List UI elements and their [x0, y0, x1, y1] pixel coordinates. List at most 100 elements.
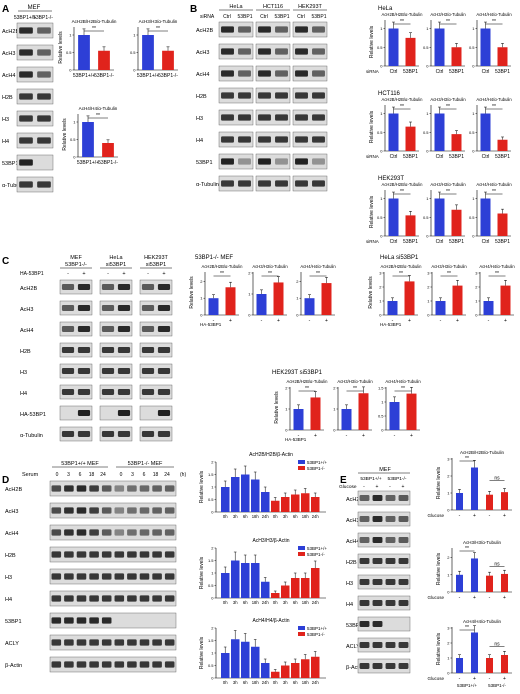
blot-band — [258, 136, 271, 143]
treatment-label: HA-53BP1 — [285, 437, 307, 442]
row-label: AcH3 — [196, 50, 209, 56]
y-tick-label: 0 — [381, 428, 384, 433]
group-header: 53BP1-/- MEF — [128, 461, 163, 467]
y-tick-label: 1 — [426, 26, 429, 31]
blot-band — [238, 70, 251, 77]
lane-label: 53BP1 — [237, 14, 252, 20]
x-tick-label: - — [261, 318, 263, 324]
bar — [497, 47, 508, 66]
x-tick-label: + — [456, 318, 459, 324]
x-tick-label: 24h — [262, 514, 270, 519]
bar — [271, 500, 280, 512]
x-tick-label: 53BP1+/+ — [77, 160, 99, 166]
blot-strip — [99, 384, 133, 400]
blot-strip — [292, 87, 328, 104]
blot-band — [77, 368, 91, 374]
x-tick-label: 24h — [262, 600, 270, 605]
blot-background — [255, 43, 291, 60]
y-tick-label: 1 — [296, 296, 299, 301]
chart-title: AcH3/H3/β-Actin — [252, 538, 289, 544]
blot-band — [141, 284, 155, 290]
y-tick-label: 0 — [426, 64, 429, 69]
blot-band — [64, 573, 74, 580]
blot-band — [117, 389, 131, 395]
blot-band — [359, 642, 370, 648]
blot-band — [258, 114, 271, 121]
blot-background — [59, 321, 93, 337]
blot-strip — [16, 44, 54, 61]
bar — [486, 658, 493, 673]
blot-band — [101, 617, 112, 624]
x-tick-label: + — [277, 318, 280, 324]
blot-band — [61, 431, 75, 437]
blot-strip — [357, 637, 411, 653]
y-tick-label: 3 — [447, 457, 450, 462]
x-tick-label: 18h — [302, 600, 310, 605]
blot-band — [139, 661, 150, 668]
blot-band — [359, 516, 370, 522]
x-tick-label: Ctrl — [482, 239, 490, 245]
sig-label: ** — [465, 546, 469, 552]
y-tick-label: 2 — [296, 279, 299, 284]
y-tick-label: 2 — [379, 285, 382, 290]
x-tick-label: 18h — [252, 600, 260, 605]
x-tick-label: 3h — [233, 680, 238, 685]
blot-band — [114, 573, 125, 580]
blot-background — [49, 590, 177, 607]
blot-strip — [49, 634, 177, 651]
blot-band — [157, 347, 171, 353]
y-axis-label: Relative levels — [368, 276, 374, 309]
blot-strip — [357, 616, 411, 632]
blot-band — [275, 92, 288, 99]
group-header: si53BP1 — [106, 262, 127, 268]
y-tick-label: 0.5 — [377, 215, 383, 220]
x-tick-label: - — [298, 433, 300, 439]
bar — [434, 28, 445, 66]
y-axis-label: Relative levels — [369, 25, 375, 58]
chart-title: AcH2B/H2B/α-Tubulin — [460, 450, 504, 455]
y-axis-label: Relative levels — [199, 636, 205, 669]
y-tick-label: 0.5 — [70, 137, 76, 142]
blot-background — [49, 480, 177, 497]
y-tick-label: 1 — [426, 111, 429, 116]
blot-band — [101, 551, 112, 558]
sig-label: ** — [492, 189, 496, 195]
time-label: 6 — [79, 472, 82, 478]
bar — [102, 143, 114, 157]
blot-band — [164, 529, 175, 536]
blot-band — [89, 551, 99, 558]
blot-background — [139, 363, 173, 379]
blot-background — [99, 279, 133, 295]
y-tick-label: 1 — [248, 292, 251, 297]
sig-label: ** — [400, 19, 404, 25]
y-tick-label: 2 — [475, 285, 478, 290]
blot-band — [359, 537, 370, 543]
blot-band — [101, 507, 112, 514]
lane-label: 53BP1-/- — [33, 15, 53, 21]
blot-background — [218, 153, 254, 170]
sign-label: - — [107, 271, 109, 277]
bar-chart-B1: AcH2B/H2B/α-Tubulin 0 0.5 1 Relative levels *… — [369, 12, 423, 75]
blot-background — [357, 637, 411, 653]
blot-band — [64, 595, 74, 602]
row-label: 53BP1 — [5, 619, 22, 625]
chart-title: AcH2B/H2B/α-Tubulin — [287, 379, 329, 384]
chart-title: AcH2B/H2B/α-Tubulin — [202, 264, 244, 269]
blot-strip — [255, 153, 291, 170]
blot-band — [127, 529, 137, 536]
cell-line-title: HCT116 — [378, 91, 401, 97]
bar — [281, 497, 290, 512]
bar — [483, 301, 494, 315]
bar — [301, 578, 310, 598]
blot-band — [101, 595, 112, 602]
bar — [388, 28, 399, 66]
bar — [501, 573, 508, 592]
blot-band — [152, 639, 162, 646]
blot-background — [99, 342, 133, 358]
blot-band — [76, 507, 87, 514]
blot-band — [127, 595, 137, 602]
blot-strip — [49, 568, 177, 585]
row-label: H3 — [346, 581, 353, 587]
bar — [310, 397, 321, 430]
blot-strip — [292, 21, 328, 38]
